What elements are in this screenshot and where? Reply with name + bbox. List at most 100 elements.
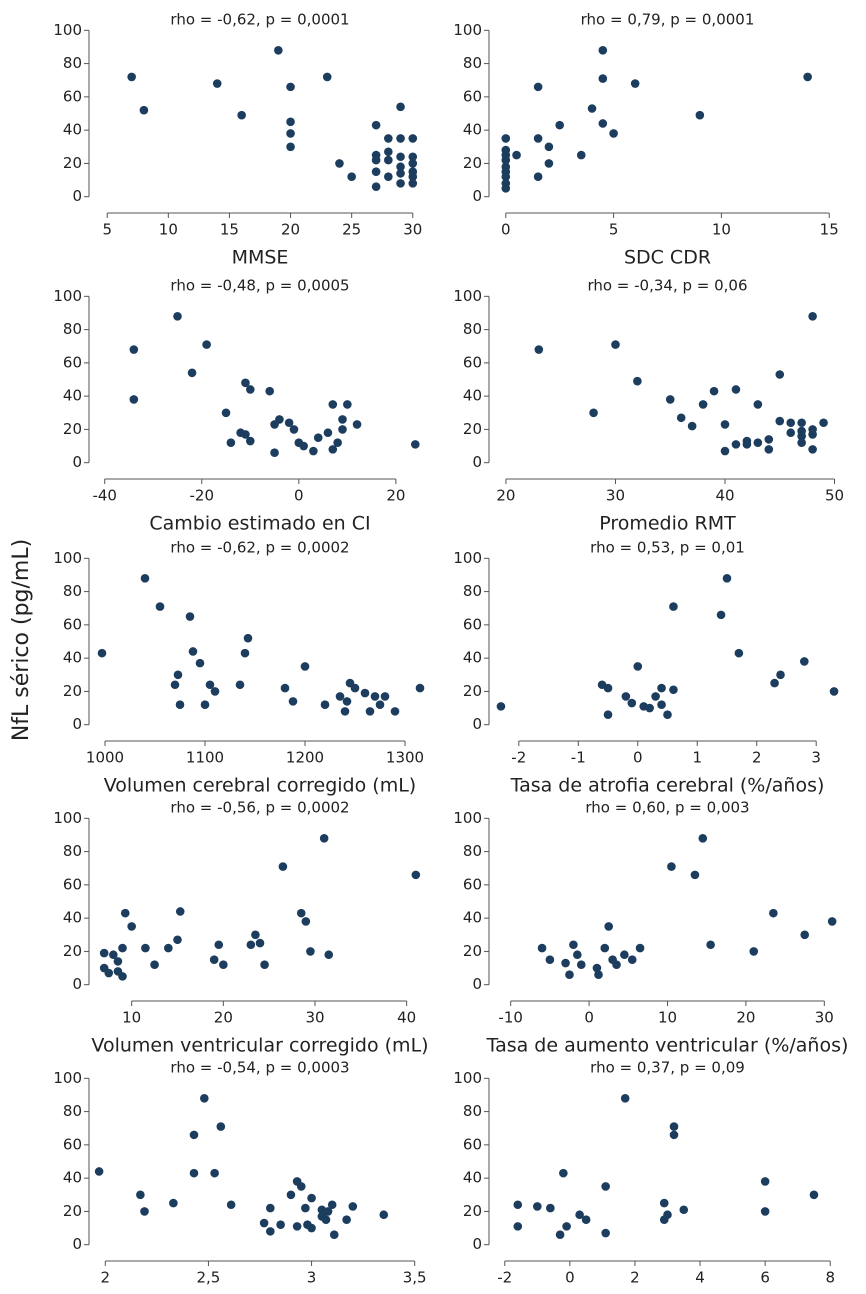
x-tick-label: 1000	[86, 749, 124, 767]
point	[270, 448, 279, 458]
point	[286, 1190, 296, 1200]
x-tick-label: 40	[715, 487, 734, 505]
x-tick-label: 8	[825, 1269, 835, 1287]
point	[370, 692, 380, 701]
point	[396, 162, 405, 172]
y-tick-label: 0	[72, 715, 82, 733]
x-tick-label: -2	[511, 749, 526, 767]
point	[769, 908, 778, 918]
point	[164, 943, 173, 953]
point	[513, 1222, 523, 1231]
point	[601, 1182, 610, 1191]
point	[720, 446, 730, 456]
point	[501, 155, 511, 165]
point	[679, 1205, 689, 1215]
x-tick-label: 50	[825, 487, 844, 505]
point	[371, 155, 381, 165]
point	[274, 45, 283, 55]
point	[210, 1168, 219, 1178]
x-axis-label: MMSE	[232, 247, 289, 269]
point	[214, 940, 224, 950]
point	[598, 45, 608, 55]
point	[786, 428, 796, 438]
point	[512, 150, 521, 160]
x-tick-label: 40	[397, 1009, 416, 1027]
y-tick-label: 40	[463, 1169, 482, 1187]
point	[338, 415, 347, 424]
y-tick-label: 40	[63, 121, 82, 139]
x-tick-label: 0	[294, 487, 304, 505]
x-tick-label: 15	[220, 221, 239, 239]
y-tick-label: 100	[53, 1069, 82, 1087]
point	[118, 943, 127, 953]
point	[175, 907, 185, 916]
point	[259, 1218, 269, 1228]
y-tick-label: 40	[463, 387, 482, 405]
x-tick-label: 25	[342, 221, 361, 239]
x-tick-label: 30	[305, 1009, 324, 1027]
point	[411, 870, 421, 880]
x-tick-label: -10	[498, 1009, 523, 1027]
point	[205, 680, 215, 690]
point	[200, 1093, 209, 1103]
point	[235, 680, 245, 690]
y-tick-label: 20	[463, 1202, 482, 1220]
point	[669, 1122, 679, 1131]
point	[286, 129, 295, 138]
y-tick-label: 40	[463, 909, 482, 927]
panel-title: rho = 0,79, p = 0,0001	[581, 11, 755, 29]
point	[189, 1130, 199, 1140]
point	[533, 82, 543, 92]
y-tick-label: 20	[63, 420, 82, 438]
y-tick-label: 80	[63, 582, 82, 600]
point	[594, 970, 603, 979]
point	[333, 438, 342, 448]
y-tick-label: 80	[63, 320, 82, 338]
point	[324, 950, 334, 960]
point	[809, 1190, 819, 1200]
panel-title: rho = -0,62, p = 0,0001	[170, 11, 349, 29]
point	[764, 445, 774, 454]
x-tick-label: -2	[497, 1269, 512, 1287]
point	[544, 159, 554, 168]
point	[246, 940, 256, 950]
point	[797, 431, 806, 441]
point	[604, 922, 613, 931]
x-axis-label: Volumen ventricular corregido (mL)	[91, 1035, 428, 1057]
point	[561, 958, 570, 968]
point	[140, 573, 150, 583]
point	[384, 134, 393, 143]
y-tick-label: 80	[463, 1102, 482, 1120]
x-tick-label: 3	[811, 749, 821, 767]
point	[275, 415, 284, 424]
point	[347, 172, 356, 182]
point	[410, 440, 420, 449]
point	[286, 142, 295, 152]
point	[195, 658, 205, 668]
y-tick-label: 40	[63, 387, 82, 405]
panel-title: rho = -0,54, p = 0,0003	[170, 1059, 349, 1077]
x-tick-label: 1200	[286, 749, 324, 767]
point	[335, 159, 344, 168]
point	[396, 179, 405, 188]
y-tick-label: 40	[63, 1169, 82, 1187]
x-axis-label: Tasa de aumento ventricular (%/años)	[486, 1035, 849, 1057]
x-tick-label: 0	[584, 1009, 594, 1027]
point	[513, 1200, 523, 1210]
point	[657, 700, 666, 710]
point	[581, 1215, 591, 1225]
y-tick-label: 40	[463, 121, 482, 139]
point	[173, 311, 182, 321]
point	[827, 917, 837, 926]
point	[731, 440, 741, 449]
x-tick-label: 2	[101, 1269, 111, 1287]
point	[669, 1130, 679, 1140]
point	[408, 172, 418, 182]
point	[600, 943, 610, 953]
point	[202, 340, 211, 349]
panel-title: rho = 0,53, p = 0,01	[590, 539, 745, 557]
point	[669, 685, 678, 695]
point	[775, 370, 785, 379]
point	[576, 960, 586, 970]
point	[307, 1193, 316, 1203]
